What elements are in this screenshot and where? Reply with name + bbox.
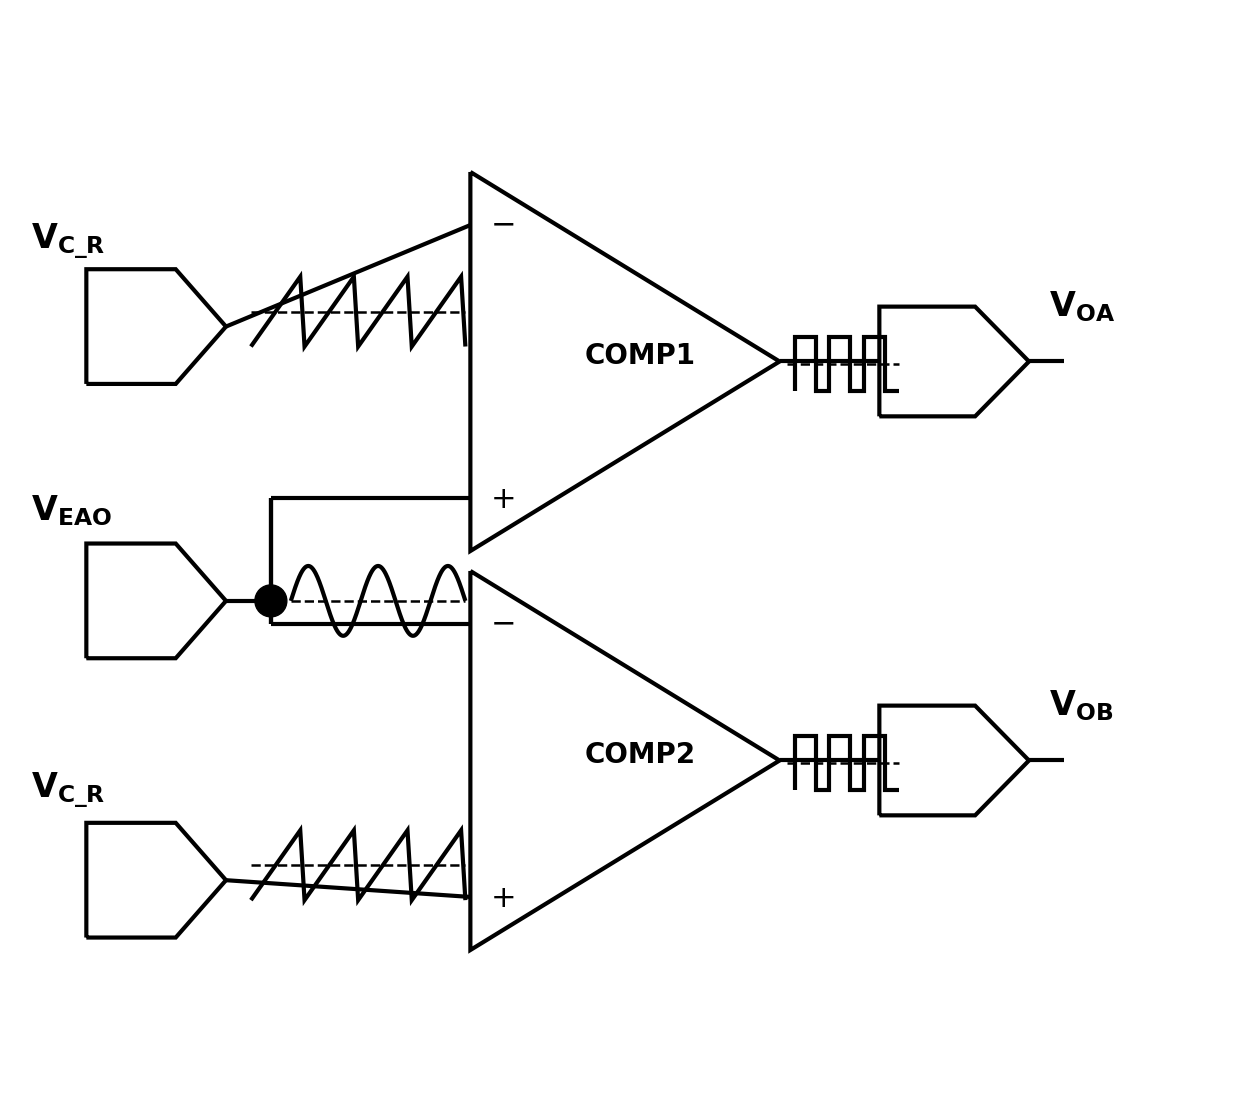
- Text: COMP1: COMP1: [585, 342, 696, 370]
- Text: COMP2: COMP2: [585, 741, 696, 770]
- Text: $\mathbf{V_{C\_R}}$: $\mathbf{V_{C\_R}}$: [31, 771, 106, 810]
- Text: $\mathbf{V_{OB}}$: $\mathbf{V_{OB}}$: [1049, 689, 1113, 723]
- Text: $+$: $+$: [491, 883, 514, 912]
- Circle shape: [255, 584, 287, 617]
- Text: $\mathbf{V_{C\_R}}$: $\mathbf{V_{C\_R}}$: [31, 222, 106, 261]
- Text: $\mathbf{V_{OA}}$: $\mathbf{V_{OA}}$: [1049, 289, 1115, 324]
- Text: $\mathbf{V_{EAO}}$: $\mathbf{V_{EAO}}$: [31, 493, 112, 529]
- Text: $-$: $-$: [491, 209, 514, 239]
- Text: $+$: $+$: [491, 484, 514, 513]
- Text: $-$: $-$: [491, 609, 514, 638]
